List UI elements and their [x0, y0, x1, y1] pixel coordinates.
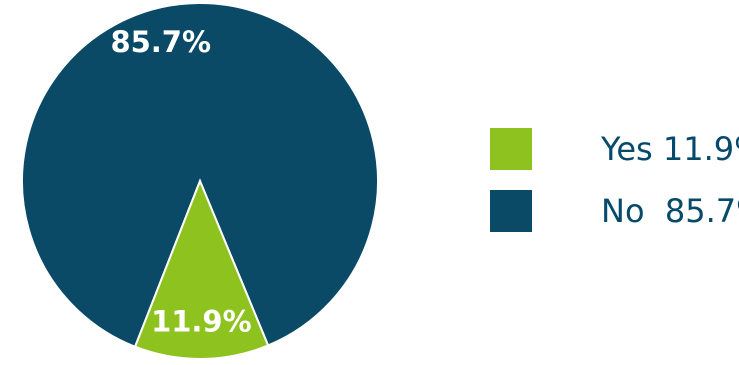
slice-label-yes: 11.9%: [151, 304, 252, 338]
slice-label-no: 85.7%: [110, 25, 211, 59]
legend-label-no-name: No: [601, 192, 645, 230]
legend-label-no: No 85.7%: [540, 163, 739, 259]
legend-item-yes: Yes 11.9%: [490, 124, 739, 174]
legend-item-no: No 85.7%: [490, 186, 739, 236]
legend-label-yes: Yes 11.9%: [540, 101, 739, 197]
legend-label-yes-value: 11.9%: [662, 130, 739, 168]
legend-swatch-yes: [490, 128, 532, 170]
pie-slice-yes: [133, 178, 270, 360]
legend: Yes 11.9% No 85.7%: [490, 124, 739, 248]
legend-swatch-no: [490, 190, 532, 232]
pie-slice-no: [21, 2, 380, 349]
legend-label-no-value: 85.7%: [664, 192, 739, 230]
legend-label-yes-name: Yes: [601, 130, 653, 168]
